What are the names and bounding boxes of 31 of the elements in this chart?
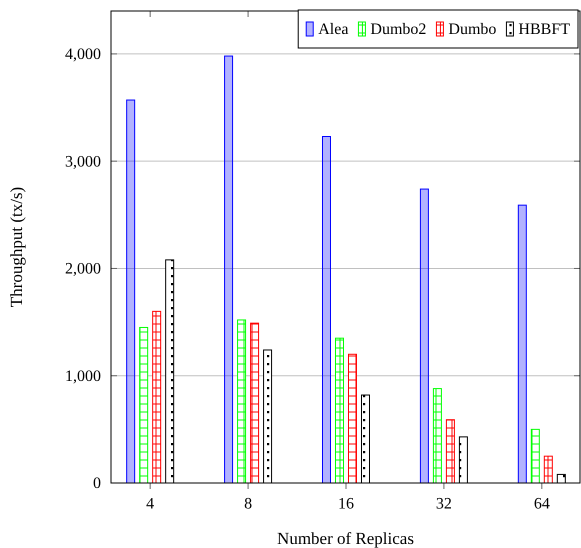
bar xyxy=(139,326,148,484)
x-tick-label: 64 xyxy=(534,495,550,512)
x-tick-label: 8 xyxy=(244,495,252,512)
bar xyxy=(432,388,442,484)
bar xyxy=(126,100,136,484)
legend-label: Alea xyxy=(318,21,348,38)
bar xyxy=(518,204,527,484)
y-tick-label: 2,000 xyxy=(65,260,101,278)
x-axis-title: Number of Replicas xyxy=(277,529,414,548)
y-tick-label: 0 xyxy=(93,475,101,492)
bar xyxy=(224,56,234,484)
x-tick-label: 32 xyxy=(436,495,452,512)
y-tick-label: 3,000 xyxy=(65,153,101,170)
y-tick-label: 4,000 xyxy=(65,46,101,64)
bar xyxy=(420,188,429,484)
bar xyxy=(322,136,331,484)
legend-label: Dumbo2 xyxy=(370,21,426,38)
legend-label: HBBFT xyxy=(518,21,570,38)
bar xyxy=(152,310,162,484)
legend-label: Dumbo xyxy=(448,21,496,38)
bar xyxy=(446,419,455,484)
bar xyxy=(334,338,344,484)
bar xyxy=(348,354,357,484)
y-axis-title: Throughput (tx/s) xyxy=(7,186,26,308)
bar xyxy=(250,322,260,484)
bar xyxy=(530,428,540,484)
y-tick-label: 1,000 xyxy=(65,368,101,385)
bar xyxy=(237,319,246,484)
x-tick-label: 16 xyxy=(338,495,354,512)
bar xyxy=(544,456,553,484)
x-tick-label: 4 xyxy=(146,495,154,512)
